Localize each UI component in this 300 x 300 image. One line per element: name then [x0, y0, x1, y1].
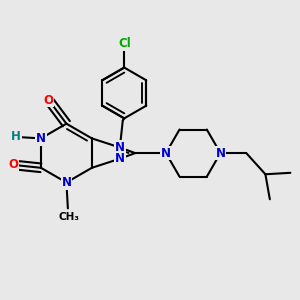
- Text: N: N: [215, 147, 225, 160]
- Text: H: H: [11, 130, 21, 143]
- Text: N: N: [115, 152, 125, 165]
- Text: N: N: [36, 132, 46, 145]
- Text: CH₃: CH₃: [59, 212, 80, 222]
- Text: N: N: [115, 141, 125, 154]
- Text: N: N: [61, 176, 71, 189]
- Text: N: N: [161, 147, 171, 160]
- Text: O: O: [44, 94, 54, 107]
- Text: O: O: [8, 158, 18, 171]
- Text: Cl: Cl: [118, 37, 130, 50]
